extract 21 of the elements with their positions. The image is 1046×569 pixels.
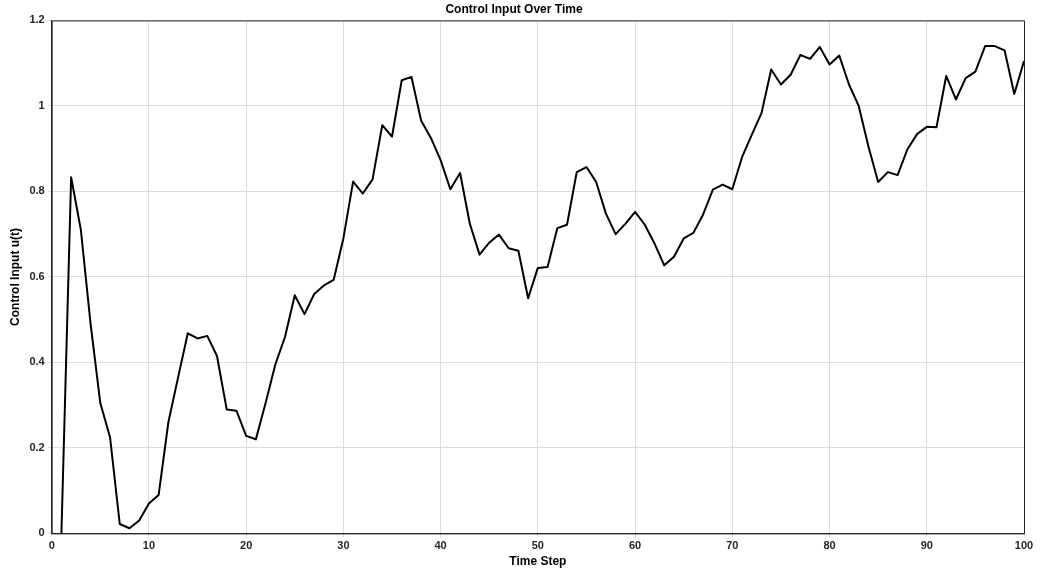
x-tick-label: 60 (628, 539, 642, 552)
x-tick-label: 90 (920, 539, 933, 552)
x-tick-label: 50 (531, 539, 544, 552)
y-tick-label: 0.6 (29, 269, 45, 282)
x-tick-label: 100 (1014, 539, 1034, 552)
x-tick-label: 10 (142, 539, 156, 552)
chart-title: Control Input Over Time (445, 1, 583, 16)
x-axis-title: Time Step (509, 554, 567, 569)
y-tick-label: 1 (38, 98, 45, 111)
x-tick-label: 70 (726, 539, 739, 552)
x-tick-label: 0 (48, 539, 55, 552)
y-tick-label: 1.2 (29, 13, 45, 26)
y-tick-label: 0.2 (29, 440, 45, 453)
x-tick-label: 80 (823, 539, 836, 552)
y-axis-title: Control Input u(t) (7, 227, 22, 326)
y-tick-label: 0.8 (29, 184, 45, 197)
x-tick-label: 20 (240, 539, 253, 552)
y-tick-label: 0 (38, 526, 45, 539)
x-tick-label: 40 (434, 539, 447, 552)
x-tick-label: 30 (337, 539, 350, 552)
y-tick-label: 0.4 (29, 355, 46, 368)
